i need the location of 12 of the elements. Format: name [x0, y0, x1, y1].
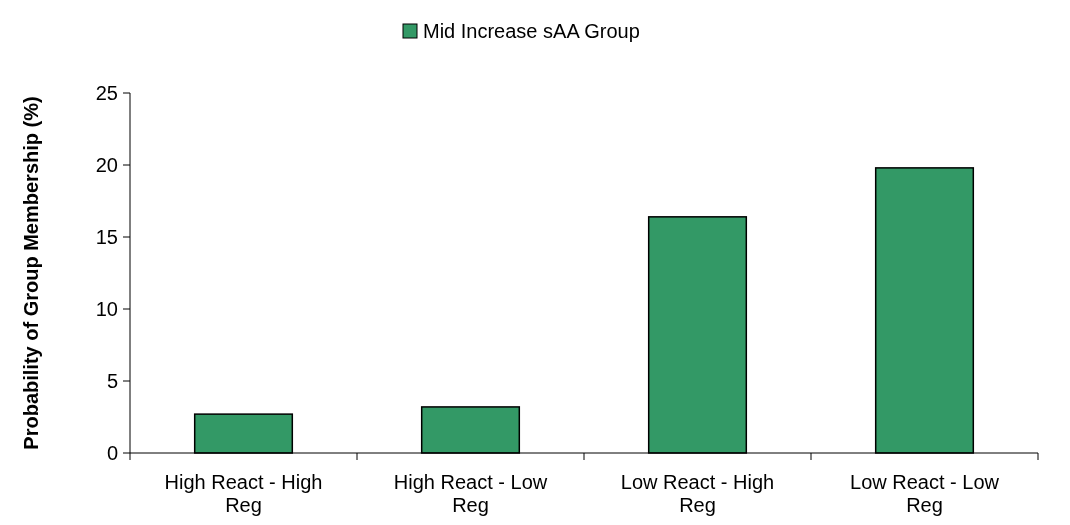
y-tick-label: 10: [95, 298, 118, 320]
y-tick-label: 25: [95, 82, 118, 104]
y-tick-label: 15: [95, 226, 118, 248]
y-tick-label: 20: [95, 154, 118, 176]
y-tick-label: 5: [106, 370, 118, 392]
x-tick-label: High React - Low Reg: [393, 471, 548, 516]
x-tick-label: Low React - Low Reg: [850, 471, 1000, 516]
legend-label: Mid Increase sAA Group: [423, 20, 640, 42]
y-tick-label: 0: [106, 442, 118, 464]
y-axis-title: Probability of Group Membership (%): [20, 96, 42, 450]
x-tick-label: High React - High Reg: [164, 471, 323, 516]
x-tick-label: Low React - High Reg: [620, 471, 775, 516]
